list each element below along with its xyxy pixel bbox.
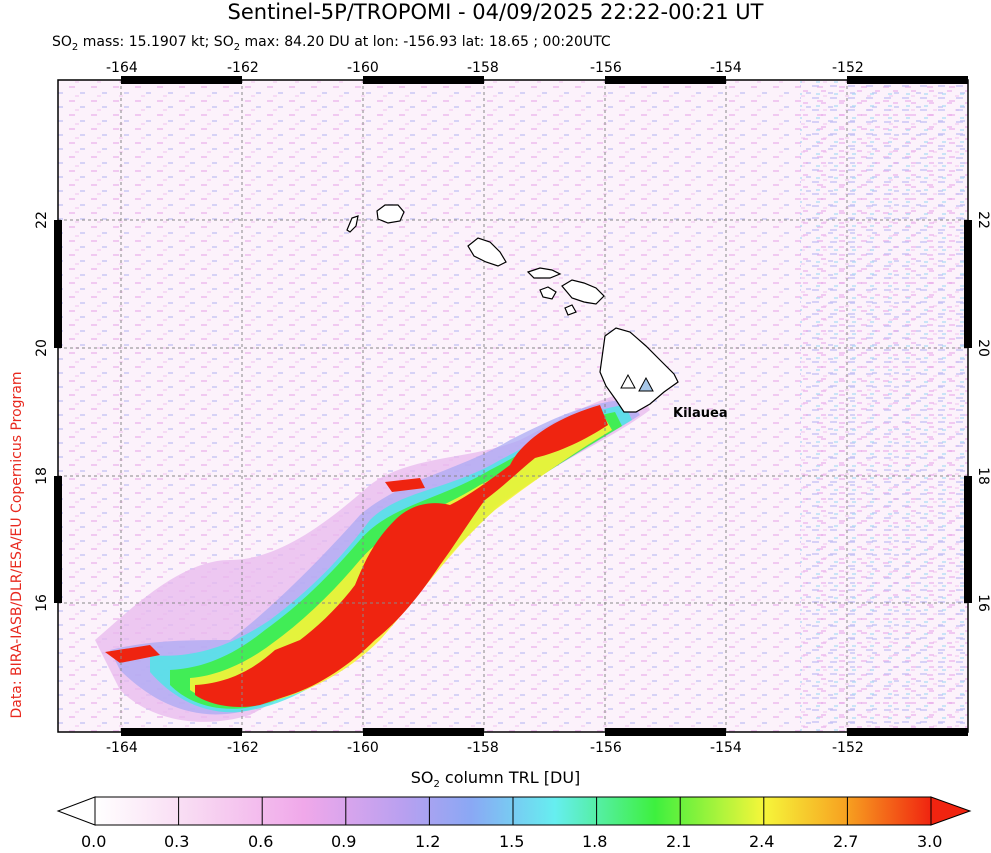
lon-tick-top-2: -162 [227,60,259,76]
colorbar [56,796,972,826]
volcano-markers [620,373,654,392]
lat-tick-right-1: 22 [974,211,991,229]
cbar-tick-0: 0.0 [81,832,107,851]
map-title: Sentinel-5P/TROPOMI - 04/09/2025 22:22-0… [227,0,764,24]
cbar-tick-4: 1.2 [415,832,441,851]
colorbar-title-sub: 2 [433,779,440,791]
volcano-marker-kilauea [638,376,654,392]
island-kauai [376,204,405,224]
subtitle-max: max: 84.20 DU at lon: -156.93 lat: 18.65… [240,34,611,50]
hawaiian-islands [346,204,679,413]
lon-tick-top-4: -158 [467,60,499,76]
lon-tick-bottom-6: -154 [710,740,742,756]
cbar-tick-9: 2.7 [833,832,859,851]
graticule [58,80,968,732]
cbar-tick-3: 0.9 [331,832,357,851]
subtitle-so-prefix: SO [52,34,72,50]
lat-tick-right-4: 16 [974,594,991,612]
cbar-tick-7: 2.1 [666,832,692,851]
cbar-tick-2: 0.6 [248,832,274,851]
cbar-tick-8: 2.4 [749,832,775,851]
colorbar-title-prefix: SO [410,768,434,787]
island-maui [561,279,605,305]
lon-tick-bottom-1: -164 [106,740,138,756]
lat-tick-right-3: 18 [974,467,991,485]
lat-tick-left-3: 18 [33,467,50,485]
map-noise-east [800,80,968,732]
colorbar-title-rest: column TRL [DU] [439,768,581,787]
lon-tick-top-1: -164 [106,60,138,76]
island-niihau [346,215,359,233]
island-molokai [526,267,562,279]
colorbar-title: SO2 column TRL [DU] [0,768,991,790]
island-kahoolawe [564,304,577,316]
subtitle-sub-2b: 2 [233,41,241,53]
cbar-tick-5: 1.5 [499,832,525,851]
colorbar-high-arrow [930,796,972,826]
colorbar-tick-marks [178,797,848,825]
lon-tick-bottom-2: -162 [227,740,259,756]
lat-tick-left-1: 22 [33,211,50,229]
island-lanai [539,286,557,300]
cbar-tick-1: 0.3 [164,832,190,851]
subtitle-mass: mass: 15.1907 kt; SO [78,34,234,50]
lon-tick-top-6: -154 [710,60,742,76]
lon-tick-bottom-7: -152 [832,740,864,756]
island-oahu [467,237,507,267]
lon-tick-bottom-3: -160 [347,740,379,756]
lon-tick-top-5: -156 [590,60,622,76]
cbar-tick-10: 3.0 [917,832,943,851]
volcano-marker-maunaloa [620,373,636,389]
lat-tick-left-2: 20 [33,339,50,357]
lat-tick-right-2: 20 [974,339,991,357]
lon-tick-top-7: -152 [832,60,864,76]
lon-tick-bottom-4: -158 [467,740,499,756]
map-subtitle: SO2 mass: 15.1907 kt; SO2 max: 84.20 DU … [52,34,611,53]
colorbar-low-arrow [56,796,96,826]
island-hawaii [599,327,679,413]
map-frame [57,79,969,733]
lon-tick-top-3: -160 [347,60,379,76]
subtitle-sub-2: 2 [71,41,79,53]
frame-ticks [54,76,972,736]
volcano-label: Kilauea [673,406,728,421]
lon-tick-bottom-5: -156 [590,740,622,756]
cbar-tick-6: 1.8 [582,832,608,851]
so2-plume [95,390,650,722]
lat-tick-left-4: 16 [33,594,50,612]
